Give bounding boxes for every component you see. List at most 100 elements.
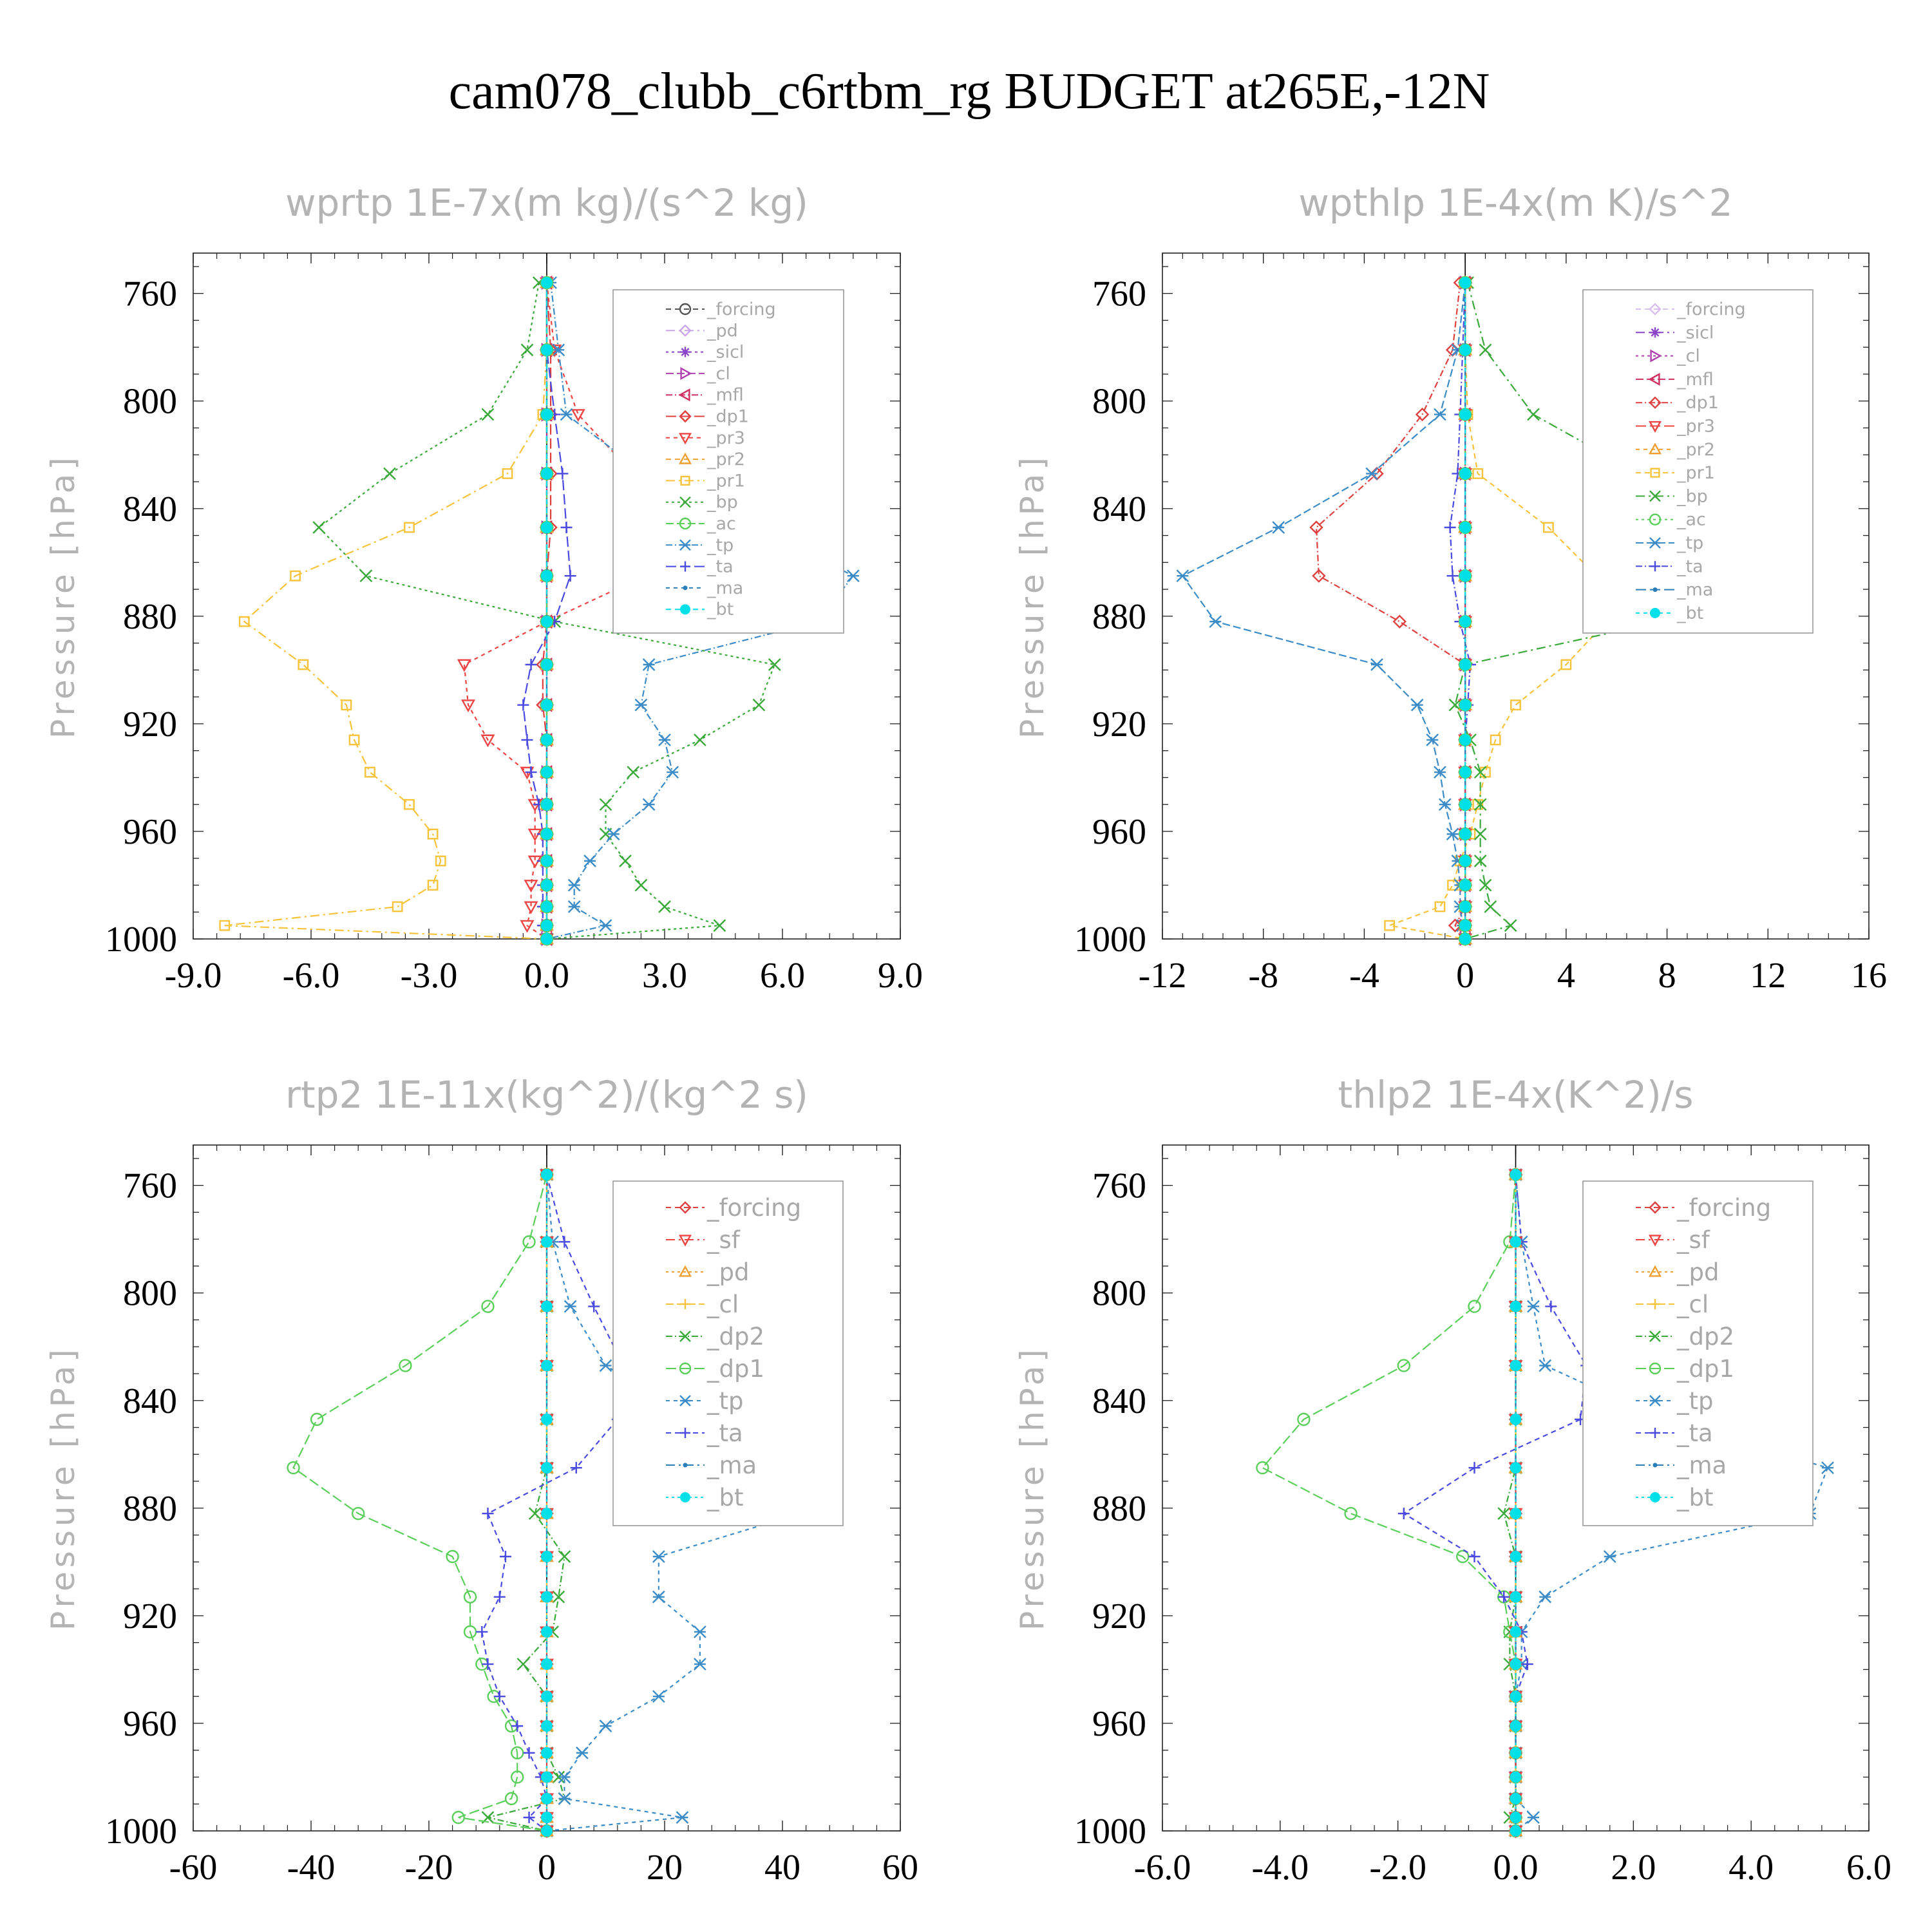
data-point <box>694 1658 706 1671</box>
y-tick-label: 760 <box>123 1166 177 1206</box>
legend-label: _pr3 <box>1676 417 1715 437</box>
data-point <box>1510 1747 1522 1759</box>
data-point <box>1539 1359 1552 1372</box>
data-point <box>1459 933 1472 945</box>
legend-entry: _sf <box>1636 1226 1710 1254</box>
data-point <box>1479 343 1492 357</box>
data-point <box>552 343 565 357</box>
data-point <box>694 1625 706 1638</box>
legend-entry: _ac <box>1636 510 1706 530</box>
data-point <box>404 522 415 533</box>
data-point <box>1309 520 1323 535</box>
legend-label: _ma <box>1676 580 1713 600</box>
x-tick-label: 4.0 <box>1728 1848 1774 1888</box>
x-tick-label: -60 <box>169 1848 218 1888</box>
data-point <box>1459 900 1472 913</box>
legend: _forcing _sf _pd _cl _dp2 _dp1 _tp _ta _ma _bt <box>1582 1180 1814 1526</box>
data-point <box>1479 878 1492 892</box>
data-point <box>560 408 573 421</box>
data-point <box>1459 276 1472 289</box>
data-point <box>541 1551 553 1562</box>
legend-label: _bt <box>1676 1484 1714 1511</box>
legend-entry: _forcing <box>666 299 776 319</box>
data-point <box>676 1811 689 1824</box>
series-line <box>317 282 776 940</box>
legend-entry: _ta <box>666 557 734 577</box>
legend-label: _dp1 <box>706 1355 764 1383</box>
legend-entry: _pr3 <box>666 428 745 448</box>
data-point <box>1484 900 1497 913</box>
data-point <box>567 900 581 913</box>
legend-entry: _tp <box>666 1387 744 1415</box>
x-tick-label: 60 <box>882 1848 918 1888</box>
data-point <box>552 1770 565 1784</box>
data-point <box>713 919 726 932</box>
legend-label: _ta <box>706 1419 743 1447</box>
series-bt <box>541 276 553 945</box>
figure-title: cam078_clubb_c6rtbm_rg BUDGET at265E,-12… <box>449 63 1490 120</box>
data-point <box>1468 1462 1481 1474</box>
legend-entry: _bt <box>1636 603 1703 623</box>
data-point <box>524 880 538 893</box>
data-point <box>1459 468 1472 480</box>
data-point <box>1510 1825 1522 1837</box>
y-axis-label: Pressure [hPa] <box>1014 1345 1051 1631</box>
x-tick-label: 8 <box>1658 956 1676 996</box>
data-point <box>541 468 553 480</box>
data-point <box>642 658 656 671</box>
data-point <box>463 1625 477 1639</box>
data-point <box>541 1771 553 1783</box>
data-point <box>1510 1658 1522 1671</box>
data-point <box>1256 1461 1269 1475</box>
data-point <box>541 408 553 421</box>
legend-entry: _tp <box>1636 533 1703 553</box>
data-point <box>1510 1551 1522 1562</box>
data-point <box>642 798 656 811</box>
data-point <box>1312 569 1326 583</box>
data-point <box>541 1591 553 1603</box>
legend-entry: _bt <box>666 1484 744 1511</box>
data-point <box>1510 1359 1522 1372</box>
data-point <box>219 920 231 931</box>
data-point <box>480 734 495 748</box>
legend-label: _ta <box>1676 1419 1713 1447</box>
legend-label: _tp <box>1676 533 1703 553</box>
data-point <box>560 522 573 533</box>
data-point <box>1459 734 1472 746</box>
data-point <box>511 1746 524 1760</box>
legend-entry: _cl <box>666 1291 739 1318</box>
data-point <box>1459 408 1472 421</box>
data-point <box>1434 901 1446 913</box>
data-point <box>1468 1300 1481 1313</box>
panel-title: wprtp 1E-7x(m kg)/(s^2 kg) <box>285 181 808 225</box>
data-point <box>634 878 648 892</box>
data-point <box>541 933 553 945</box>
legend-label: _mfl <box>706 385 744 405</box>
legend-label: _dp1 <box>1676 393 1719 413</box>
x-tick-label: 16 <box>1851 956 1887 996</box>
legend-entry: _dp2 <box>1636 1323 1734 1350</box>
legend-label: _mfl <box>1676 370 1714 390</box>
data-point <box>1392 614 1406 629</box>
legend-label: _forcing <box>1676 1194 1771 1222</box>
data-point <box>451 1810 465 1824</box>
data-point <box>1459 570 1472 582</box>
data-point <box>1545 1300 1557 1312</box>
legend-label: _tp <box>706 1387 744 1415</box>
data-point <box>1459 616 1472 628</box>
y-tick-label: 1000 <box>105 920 177 960</box>
y-tick-label: 800 <box>123 1274 177 1314</box>
x-tick-label: 0 <box>538 1848 556 1888</box>
data-point <box>541 1508 553 1520</box>
y-tick-label: 1000 <box>105 1812 177 1852</box>
data-point <box>541 766 553 779</box>
legend-label: _bp <box>706 493 738 513</box>
data-point <box>1459 879 1472 891</box>
legend-label: _ac <box>706 514 736 534</box>
legend-label: _sf <box>706 1226 741 1254</box>
data-point <box>310 1412 324 1426</box>
legend-label: _tp <box>706 535 734 555</box>
data-point <box>1527 1811 1540 1824</box>
data-point <box>1521 1658 1533 1671</box>
x-tick-label: -6.0 <box>1134 1848 1191 1888</box>
